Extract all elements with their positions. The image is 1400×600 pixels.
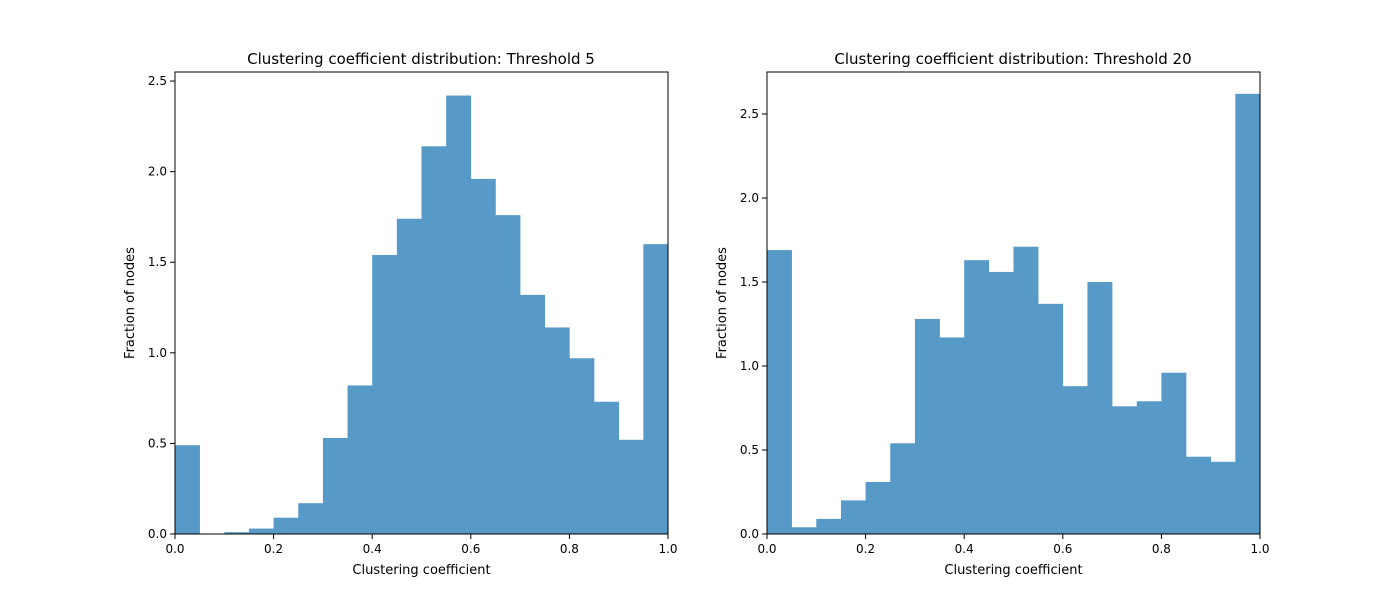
y-tick-label: 0.0	[148, 527, 167, 541]
x-tick-label: 1.0	[658, 542, 677, 556]
y-tick-label: 0.5	[740, 443, 759, 457]
chart-threshold-20: Clustering coefficient distribution: Thr…	[715, 50, 1270, 578]
y-ticks-group: 0.0 0.5 1.0 1.5 2.0 2.5	[740, 107, 767, 541]
histogram-bar	[322, 437, 348, 534]
y-tick-label: 1.0	[740, 359, 759, 373]
histogram-bar	[1087, 282, 1113, 534]
histogram-bar	[890, 443, 916, 534]
y-ticks-group: 0.0 0.5 1.0 1.5 2.0 2.5	[148, 74, 175, 541]
y-tick-label: 0.0	[740, 527, 759, 541]
x-tick-label: 0.6	[1053, 542, 1072, 556]
x-axis-label: Clustering coefficient	[944, 563, 1082, 578]
x-tick-label: 0.8	[1152, 542, 1171, 556]
y-tick-label: 2.0	[148, 165, 167, 179]
histogram-bar	[347, 385, 373, 534]
chart-title: Clustering coefficient distribution: Thr…	[247, 50, 595, 68]
histogram-bar	[396, 218, 422, 534]
y-tick-label: 1.5	[148, 255, 167, 269]
y-tick-label: 0.5	[148, 436, 167, 450]
x-axis-label: Clustering coefficient	[352, 563, 490, 578]
histogram-bar	[914, 318, 940, 534]
histogram-bar	[175, 445, 200, 534]
histogram-bar	[1038, 303, 1064, 534]
y-tick-label: 1.5	[740, 275, 759, 289]
y-tick-label: 2.5	[740, 107, 759, 121]
histogram-bar	[594, 401, 619, 534]
histogram-bar	[1186, 456, 1211, 534]
x-tick-label: 0.4	[363, 542, 382, 556]
histogram-bar	[1210, 461, 1236, 534]
x-tick-label: 0.2	[856, 542, 875, 556]
chart-threshold-5: Clustering coefficient distribution: Thr…	[123, 50, 678, 578]
histogram-bar	[618, 439, 644, 534]
y-tick-label: 2.0	[740, 191, 759, 205]
bars-group	[175, 95, 669, 535]
histogram-bar	[964, 260, 990, 534]
histogram-bar	[446, 95, 472, 535]
histogram-bar	[495, 215, 521, 534]
histogram-bar	[1235, 93, 1261, 534]
histogram-bar	[224, 532, 250, 534]
histogram-bar	[569, 358, 595, 534]
histogram-bar	[816, 518, 842, 534]
histogram-bar	[421, 146, 447, 534]
histogram-bar	[1161, 372, 1187, 534]
histogram-bar	[939, 337, 965, 534]
y-tick-label: 1.0	[148, 346, 167, 360]
x-tick-label: 0.0	[165, 542, 184, 556]
histogram-bar	[248, 528, 274, 534]
axes-frame	[174, 71, 669, 535]
y-axis-label: Fraction of nodes	[715, 247, 730, 359]
x-tick-label: 0.8	[560, 542, 579, 556]
histogram-bar	[273, 517, 299, 534]
histogram-bar	[520, 294, 546, 534]
bars-group	[767, 93, 1261, 534]
x-ticks-group: 0.0 0.2 0.4 0.6 0.8 1.0	[757, 534, 1270, 556]
histogram-bar	[470, 178, 496, 534]
histogram-bar	[643, 244, 669, 534]
y-axis-label: Fraction of nodes	[123, 247, 138, 359]
histogram-bar	[372, 254, 398, 535]
histogram-bar	[1013, 246, 1039, 534]
histogram-bar	[298, 503, 324, 534]
histogram-bar	[1062, 386, 1088, 534]
x-tick-label: 0.4	[955, 542, 974, 556]
histogram-bar	[791, 527, 817, 534]
histogram-bar	[865, 481, 891, 534]
histogram-bar	[544, 327, 570, 534]
x-tick-label: 0.6	[461, 542, 480, 556]
x-tick-label: 1.0	[1250, 542, 1269, 556]
chart-title: Clustering coefficient distribution: Thr…	[834, 50, 1191, 68]
x-ticks-group: 0.0 0.2 0.4 0.6 0.8 1.0	[165, 534, 678, 556]
x-tick-label: 0.2	[264, 542, 283, 556]
histogram-bar	[767, 250, 792, 534]
histogram-bar	[988, 271, 1014, 534]
histogram-bar	[840, 500, 866, 534]
y-tick-label: 2.5	[148, 74, 167, 88]
x-tick-label: 0.0	[757, 542, 776, 556]
histogram-bar	[1136, 401, 1162, 534]
axes-frame	[766, 71, 1261, 535]
histogram-bar	[1112, 406, 1138, 534]
